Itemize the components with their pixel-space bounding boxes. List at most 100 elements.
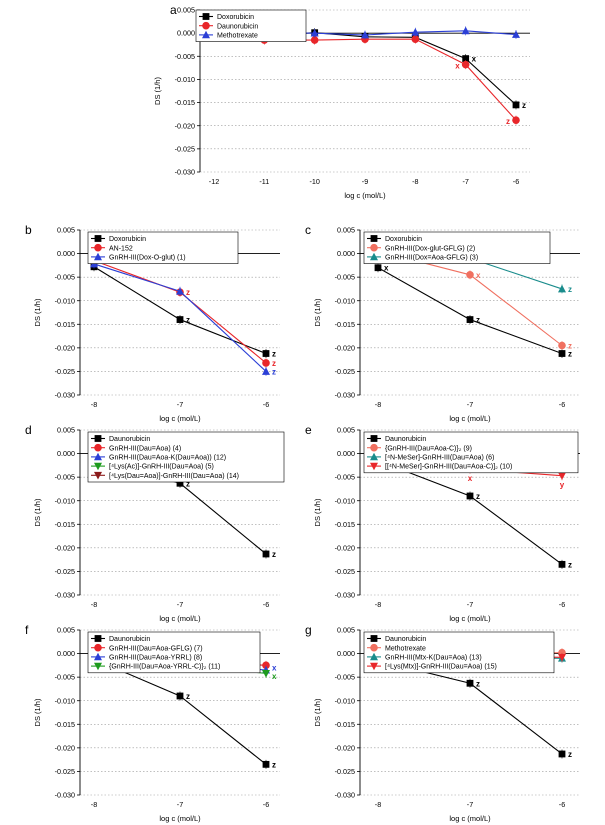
y-tick-label: -0.005	[55, 273, 75, 282]
data-point	[461, 60, 470, 69]
y-tick-label: -0.030	[335, 591, 355, 600]
annotation-label: z	[186, 316, 190, 325]
legend-label: Daunorubicin	[109, 436, 150, 443]
annotation-label: z	[186, 479, 190, 488]
data-point	[310, 28, 319, 37]
legend-label: GnRH-III(Dau=Aoa-YRRL) (8)	[109, 655, 202, 662]
y-tick-label: -0.005	[55, 673, 75, 682]
series-line	[377, 267, 563, 355]
annotation-label: z	[272, 350, 276, 359]
x-tick-label: -7	[177, 400, 183, 409]
legend-marker	[94, 662, 102, 671]
annotation-label: z	[522, 101, 526, 110]
data-point	[466, 679, 474, 687]
annotation-label: x	[272, 664, 277, 673]
data-point	[262, 669, 270, 678]
legend-box	[87, 631, 261, 674]
legend-label: GnRH-III(Dox=Aoa-GFLG) (3)	[385, 255, 478, 262]
y-tick-label: 0.000	[177, 29, 195, 38]
x-tick-label: -6	[263, 600, 269, 609]
y-axis-title: DS (1/h)	[33, 698, 42, 726]
y-tick-label: 0.005	[337, 626, 355, 635]
chart-panel-e: 0.005 0.000 -0.005 -0.010 -0.015 -0.020 -0.025…	[305, 423, 580, 623]
legend-marker	[94, 643, 102, 652]
y-tick-label: -0.015	[175, 98, 195, 107]
y-tick-label: -0.010	[55, 696, 75, 705]
data-point	[512, 101, 520, 109]
chart-panel-c: 0.005 0.000 -0.005 -0.010 -0.015 -0.020 -0.025…	[305, 223, 580, 423]
chart-panel-d: 0.005 0.000 -0.005 -0.010 -0.015 -0.020 -0.025…	[25, 423, 285, 623]
x-tick-label: -9	[362, 177, 368, 186]
data-point	[361, 30, 369, 39]
legend-label: Daunorubicin	[109, 636, 150, 643]
x-tick-label: -8	[375, 800, 381, 809]
panel-letter: d	[25, 423, 32, 437]
y-tick-label: -0.010	[175, 75, 195, 84]
panel-letter: c	[305, 223, 311, 237]
y-tick-label: 0.005	[57, 426, 75, 435]
x-tick-label: -6	[559, 800, 565, 809]
data-point	[262, 661, 270, 670]
y-tick-label: -0.020	[335, 743, 355, 752]
legend-marker	[370, 652, 378, 661]
y-tick-label: -0.010	[335, 496, 355, 505]
annotation-label: y	[560, 481, 565, 490]
y-tick-label: -0.020	[335, 343, 355, 352]
y-tick-label: -0.015	[335, 720, 355, 729]
y-tick-label: -0.030	[55, 391, 75, 400]
legend-label: GnRH-III(Dau=Aoa-K(Dau=Aoa)) (12)	[109, 455, 226, 462]
chart-panel-b: 0.005 0.000 -0.005 -0.010 -0.015 -0.020 -0.025…	[25, 223, 280, 423]
y-tick-label: -0.025	[55, 767, 75, 776]
panel-letter: f	[25, 623, 29, 637]
chart-panel-g: 0.005 0.000 -0.005 -0.010 -0.015 -0.020 -0.025…	[305, 623, 580, 823]
data-point	[461, 26, 470, 35]
legend-label: {GnRH-III(Dau=Aoa-YRRL-C)}₂ (11)	[109, 664, 220, 671]
y-tick-label: -0.025	[175, 144, 195, 153]
legend-marker	[94, 452, 102, 461]
annotation-label: z	[272, 359, 276, 368]
y-tick-label: 0.005	[337, 226, 355, 235]
annotation-label: z	[506, 117, 510, 126]
y-tick-label: 0.000	[337, 249, 355, 258]
y-tick-label: -0.005	[175, 52, 195, 61]
y-tick-label: -0.020	[55, 343, 75, 352]
data-point	[558, 284, 566, 293]
data-point	[310, 36, 319, 44]
y-tick-label: -0.005	[335, 273, 355, 282]
y-tick-label: -0.005	[335, 473, 355, 482]
legend-box	[87, 231, 239, 264]
data-point	[558, 653, 566, 662]
annotation-label: z	[568, 285, 572, 294]
x-axis-title: log c (mol/L)	[449, 414, 491, 423]
legend-box	[363, 631, 555, 674]
legend-marker	[370, 662, 378, 671]
y-tick-label: -0.005	[55, 473, 75, 482]
annotation-label: z	[186, 288, 190, 297]
y-tick-label: 0.000	[337, 649, 355, 658]
chart-panel-f: 0.005 0.000 -0.005 -0.010 -0.015 -0.020 -0.025…	[25, 623, 280, 823]
legend-marker	[202, 13, 210, 20]
data-point	[176, 316, 184, 323]
annotation-label: x	[468, 474, 473, 483]
x-tick-label: -6	[559, 400, 565, 409]
data-point	[411, 35, 420, 43]
y-axis-title: DS (1/h)	[313, 698, 322, 726]
legend-marker	[202, 21, 210, 30]
y-tick-label: -0.010	[335, 296, 355, 305]
x-tick-label: -6	[263, 800, 269, 809]
y-tick-label: -0.025	[55, 567, 75, 576]
legend-marker	[370, 443, 378, 452]
y-tick-label: -0.010	[335, 696, 355, 705]
y-tick-label: -0.015	[55, 720, 75, 729]
data-point	[558, 341, 566, 350]
y-axis-title: DS (1/h)	[313, 498, 322, 526]
legend-label: Doxorubicin	[109, 236, 146, 243]
legend-label: [⁴Lys(Ac)]-GnRH-III(Dau=Aoa) (5)	[109, 464, 214, 471]
legend-marker	[94, 635, 102, 642]
annotation-label: z	[272, 760, 276, 769]
legend-marker	[94, 462, 102, 471]
legend-label: Doxorubicin	[217, 14, 254, 21]
legend-marker	[370, 243, 378, 252]
legend-label: Daunorubicin	[217, 23, 258, 30]
data-point	[462, 55, 470, 62]
